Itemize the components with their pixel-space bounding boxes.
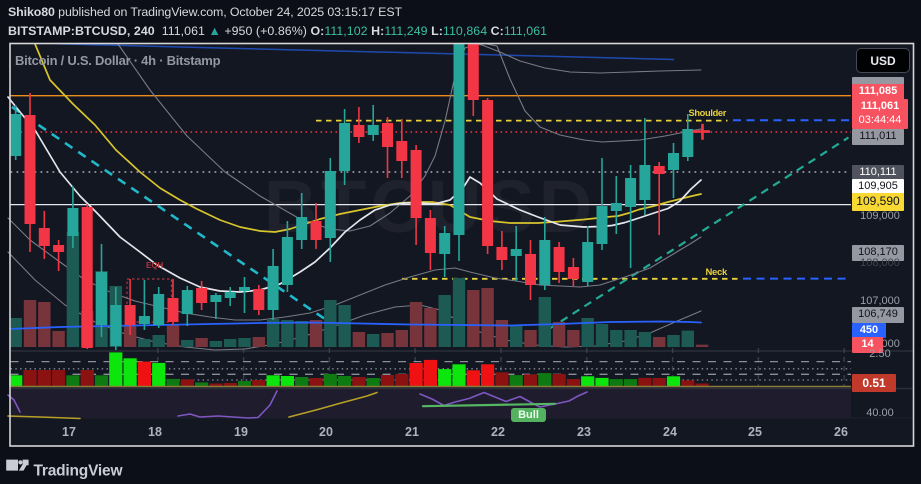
svg-text:TradingView: TradingView bbox=[34, 463, 124, 480]
